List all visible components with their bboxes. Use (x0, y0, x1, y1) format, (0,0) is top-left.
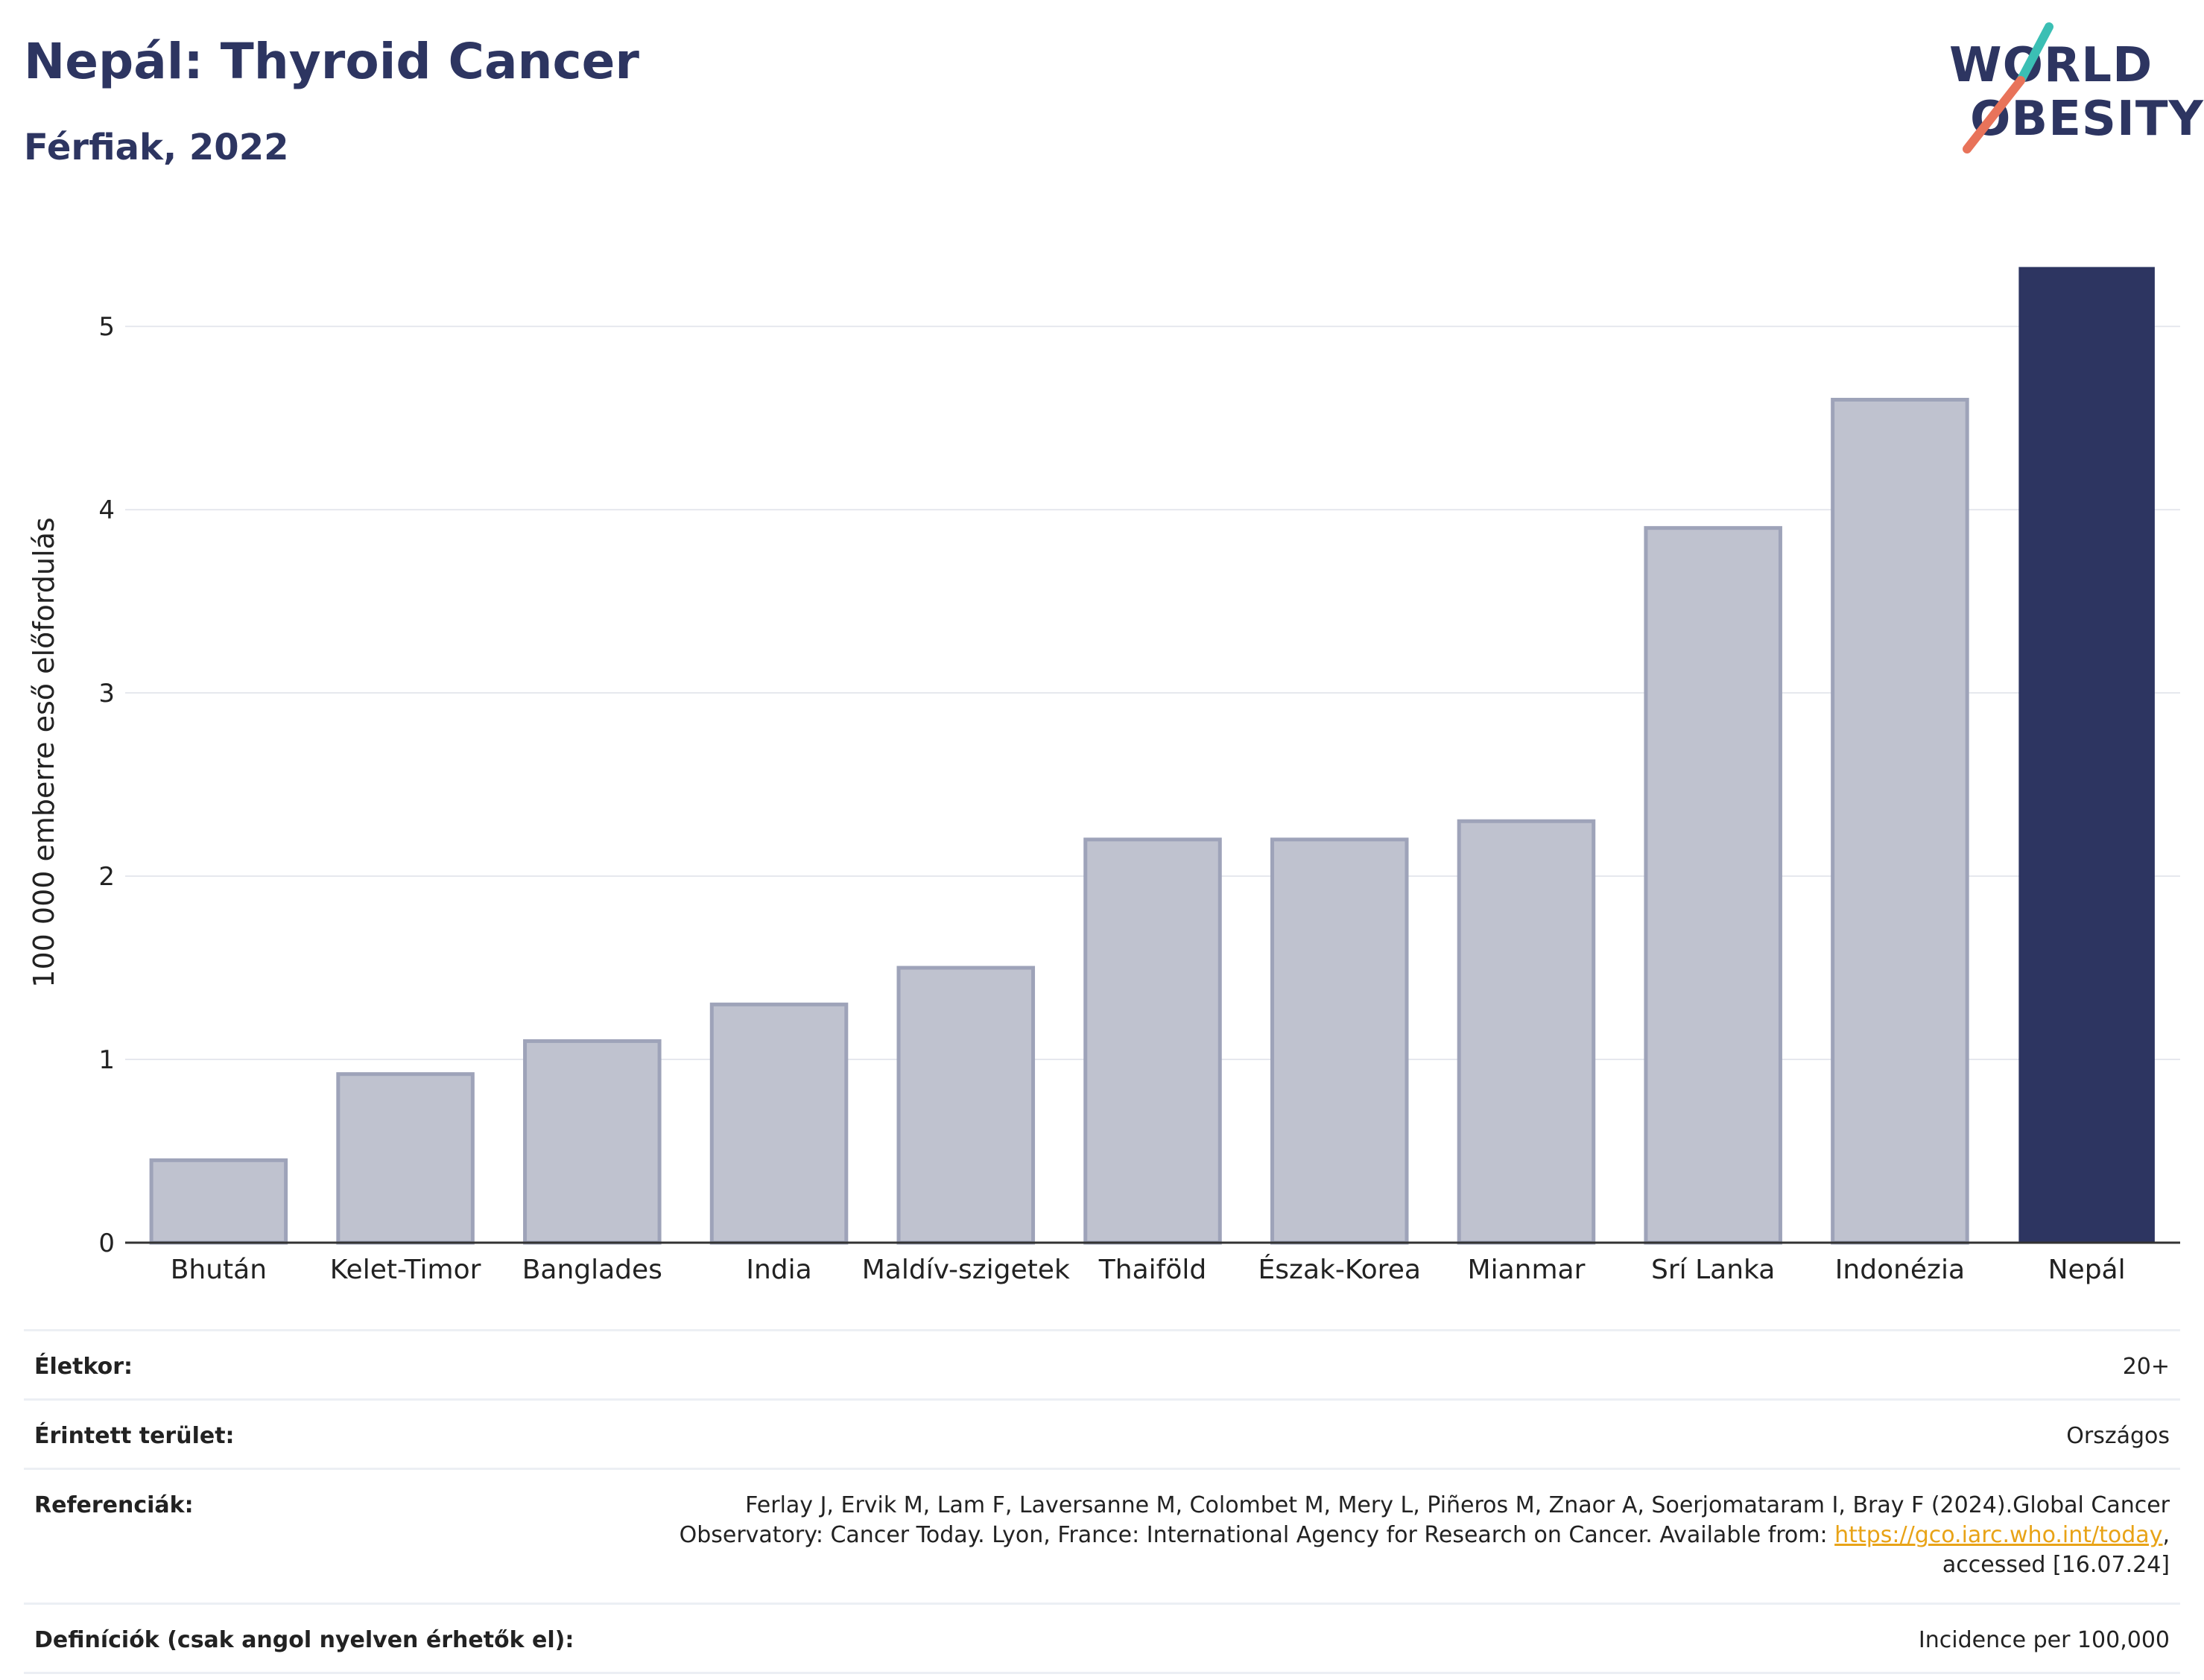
y-tick-label: 5 (98, 312, 115, 342)
chart-title: Nepál: Thyroid Cancer (24, 33, 639, 90)
references-value: Ferlay J, Ervik M, Lam F, Laversanne M, … (642, 1491, 2170, 1580)
y-axis-title: 100 000 emberre eső előfordulás (28, 517, 60, 987)
y-tick-label: 0 (98, 1229, 115, 1258)
bar[interactable] (1831, 397, 1969, 1245)
axes: 0 1 2 3 4 5 Bhután Kelet-Timor Banglades India Mal… (28, 312, 2180, 1285)
bar[interactable] (336, 1072, 475, 1245)
footer-row-area: Érintett terület: Országos (24, 1401, 2180, 1470)
logo-slash-icon (1963, 22, 2053, 153)
references-text-end: , accessed [16.07.24] (1942, 1522, 2170, 1578)
bar[interactable] (149, 1158, 288, 1245)
footer-row-references: Referenciák: Ferlay J, Ervik M, Lam F, L… (24, 1470, 2180, 1605)
footer-row-definitions: Definíciók (csak angol nyelven érhetők e… (24, 1605, 2180, 1674)
y-tick-label: 4 (98, 495, 115, 525)
bar[interactable] (1457, 819, 1596, 1245)
x-tick-label: Srí Lanka (1651, 1255, 1775, 1285)
bar-chart: 0 1 2 3 4 5 Bhután Kelet-Timor Banglades India Mal… (28, 267, 2180, 1285)
footer-row-age: Életkor: 20+ (24, 1331, 2180, 1401)
bar[interactable] (896, 966, 1036, 1245)
bar[interactable] (1083, 837, 1222, 1245)
definitions-label: Definíciók (csak angol nyelven érhetők e… (34, 1627, 574, 1653)
x-tick-label: Mianmar (1468, 1255, 1586, 1285)
bars (149, 267, 2155, 1245)
logo-line1: WORLD (1949, 38, 2153, 93)
bar[interactable] (2018, 267, 2155, 1244)
chart-subtitle: Férfiak, 2022 (24, 127, 289, 168)
references-text: Ferlay J, Ervik M, Lam F, Laversanne M, … (679, 1492, 2170, 1548)
y-tick-label: 3 (98, 679, 115, 709)
area-value: Országos (2066, 1423, 2170, 1449)
logo-line2: OBESITY (1970, 92, 2204, 147)
world-obesity-logo: WORLD OBESITY (1937, 21, 2203, 162)
x-tick-label: Indonézia (1835, 1255, 1965, 1285)
x-tick-label: Bhután (171, 1255, 267, 1285)
references-label: Referenciák: (34, 1492, 194, 1518)
x-tick-label: Kelet-Timor (330, 1255, 481, 1285)
y-tick-label: 2 (98, 862, 115, 892)
definitions-value: Incidence per 100,000 (1918, 1627, 2170, 1653)
area-label: Érintett terület: (34, 1423, 235, 1449)
x-tick-label: Banglades (522, 1255, 662, 1285)
x-tick-label: Maldív-szigetek (862, 1255, 1070, 1285)
x-tick-label: Thaiföld (1098, 1255, 1206, 1285)
age-value: 20+ (2122, 1354, 2170, 1380)
age-label: Életkor: (34, 1354, 133, 1380)
references-link[interactable]: https://gco.iarc.who.int/today (1834, 1522, 2163, 1548)
x-tick-label: Észak-Korea (1258, 1254, 1421, 1285)
x-tick-label: India (746, 1255, 811, 1285)
chart-footer: Életkor: 20+ Érintett terület: Országos … (24, 1329, 2180, 1674)
bar[interactable] (709, 1002, 849, 1245)
bar[interactable] (1270, 837, 1409, 1245)
bar[interactable] (523, 1039, 662, 1245)
bar[interactable] (1644, 526, 1782, 1245)
x-tick-label: Nepál (2048, 1255, 2126, 1285)
y-tick-label: 1 (98, 1045, 115, 1075)
